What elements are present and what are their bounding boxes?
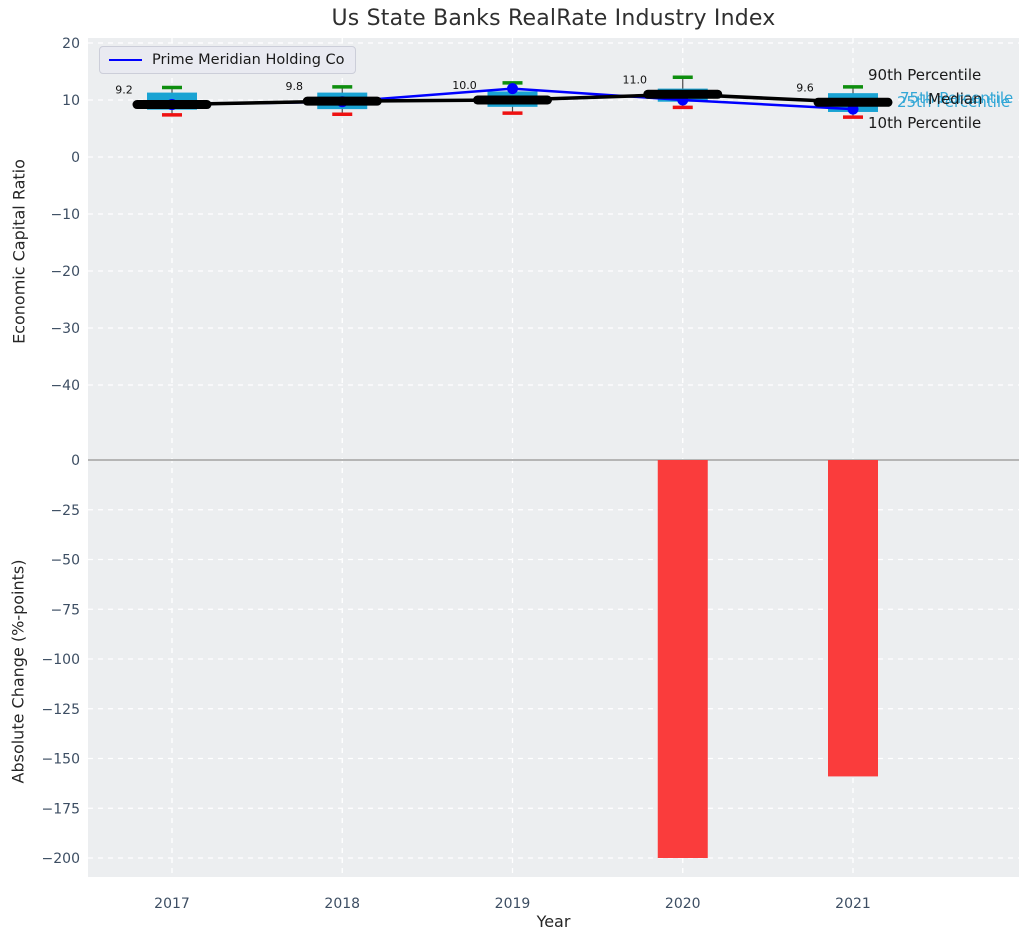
median-value-label: 9.2 — [115, 84, 133, 97]
company-point — [507, 83, 518, 95]
y-tick-label: −20 — [50, 264, 80, 280]
bottom-y-axis-label: Absolute Change (%-points) — [8, 559, 28, 784]
x-axis-label: Year — [536, 912, 571, 931]
annotation-75th-percentile: 75th Percentile — [900, 89, 1014, 107]
y-tick-label: −40 — [50, 378, 80, 394]
y-tick-label: −25 — [50, 503, 80, 519]
y-tick-label: 0 — [71, 150, 80, 166]
median-value-label: 9.8 — [286, 80, 304, 93]
x-tick-label: 2019 — [495, 896, 531, 912]
y-tick-label: −150 — [42, 752, 80, 768]
top-y-axis-label: Economic Capital Ratio — [9, 159, 29, 344]
y-tick-label: −100 — [42, 652, 80, 668]
legend: Prime Meridian Holding Co — [99, 46, 356, 74]
y-tick-label: 10 — [62, 93, 80, 109]
y-tick-label: 20 — [62, 36, 80, 52]
y-tick-label: −10 — [50, 207, 80, 223]
y-tick-label: −125 — [42, 702, 80, 718]
bar-2020 — [657, 460, 708, 858]
median-value-label: 10.0 — [452, 79, 477, 92]
x-tick-label: 2017 — [154, 896, 190, 912]
annotation-25th-percentile: 25th Percentile — [897, 93, 1011, 111]
chart-title: Us State Banks RealRate Industry Index — [331, 6, 776, 31]
annotation-median: Median — [928, 90, 983, 108]
y-tick-label: −75 — [50, 602, 80, 618]
plot-background — [88, 38, 1019, 877]
y-tick-label: −50 — [50, 553, 80, 569]
x-tick-label: 2020 — [665, 896, 701, 912]
y-tick-label: −175 — [42, 801, 80, 817]
x-tick-label: 2018 — [324, 896, 360, 912]
y-tick-label: −30 — [50, 321, 80, 337]
y-tick-label: 0 — [71, 453, 80, 469]
median-value-label: 11.0 — [623, 73, 648, 86]
annotation-10th-percentile: 10th Percentile — [868, 114, 982, 132]
annotation-90th-percentile: 90th Percentile — [868, 66, 982, 84]
legend-label: Prime Meridian Holding Co — [152, 52, 345, 68]
y-tick-label: −200 — [42, 851, 80, 867]
x-tick-label: 2021 — [835, 896, 871, 912]
legend-line-icon — [109, 59, 142, 61]
median-value-label: 9.6 — [796, 81, 814, 94]
bar-2021 — [828, 460, 878, 777]
